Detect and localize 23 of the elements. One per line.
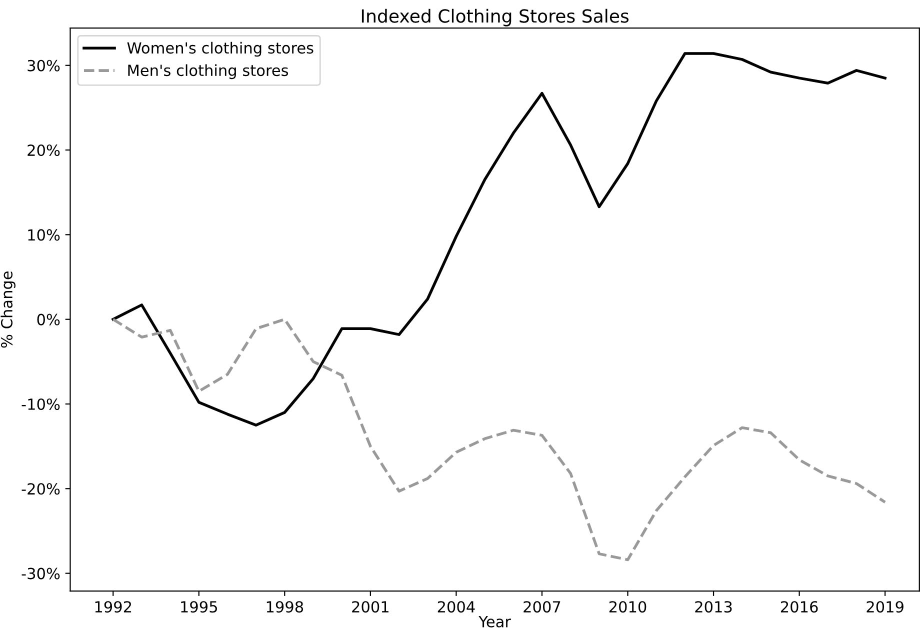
x-tick-label: 1995 — [181, 601, 217, 613]
legend-label: Men's clothing stores — [128, 64, 288, 80]
y-tick-label: -20% — [22, 483, 60, 495]
y-tick-label: 30% — [28, 60, 60, 72]
x-tick-label: 2010 — [609, 601, 646, 613]
chart-title: Indexed Clothing Stores Sales — [362, 8, 629, 26]
y-tick-label: -30% — [22, 568, 60, 580]
x-tick-label: 2013 — [695, 601, 732, 613]
x-tick-label: 2007 — [524, 601, 560, 613]
y-tick-label: 10% — [28, 229, 60, 241]
x-tick-label: 1998 — [266, 601, 304, 613]
x-tick-label: 2019 — [866, 601, 904, 613]
x-tick-label: 2001 — [352, 601, 388, 613]
x-axis-title: Year — [478, 616, 511, 628]
x-tick-label: 1992 — [95, 601, 132, 613]
x-tick-label: 2016 — [780, 601, 818, 613]
legend-label: Women's clothing stores — [127, 42, 314, 57]
y-tick-label: 0% — [37, 314, 60, 326]
y-axis-title: % Change — [0, 271, 16, 348]
y-tick-label: -10% — [22, 398, 60, 410]
y-tick-label: 20% — [28, 144, 60, 156]
x-tick-label: 2004 — [438, 601, 475, 613]
line-series — [112, 318, 886, 562]
